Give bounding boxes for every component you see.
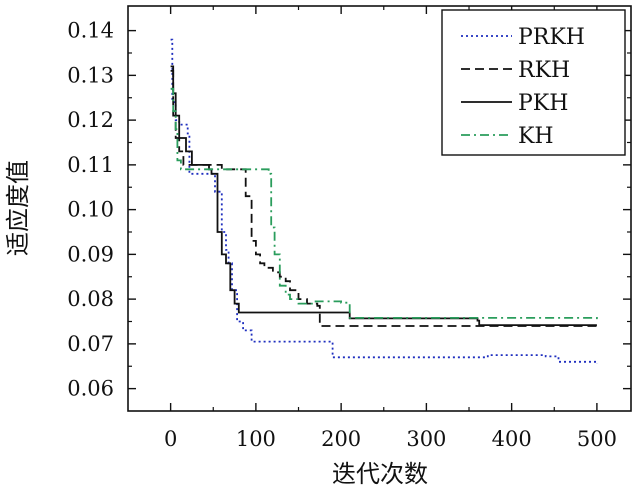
y-tick-label: 0.12 [67, 108, 114, 132]
legend-box [441, 9, 626, 156]
y-axis-title: 适应度值 [4, 160, 32, 256]
x-tick-label: 200 [321, 427, 361, 451]
y-tick-label: 0.11 [67, 153, 114, 177]
x-tick-label: 400 [492, 427, 532, 451]
x-tick-label: 100 [236, 427, 276, 451]
plot-frame [127, 5, 632, 412]
legend-label-kh: KH [518, 124, 554, 149]
series-line-rkh [170, 70, 597, 327]
x-tick-label: 0 [164, 427, 177, 451]
y-tick-label: 0.08 [67, 287, 114, 311]
y-tick-label: 0.09 [67, 242, 114, 266]
series-line-kh [170, 87, 598, 320]
y-tick-label: 0.13 [67, 63, 114, 87]
x-axis-title: 迭代次数 [332, 460, 428, 488]
y-tick-label: 0.14 [67, 19, 114, 43]
legend-label-rkh: RKH [518, 58, 570, 83]
y-tick-label: 0.07 [67, 332, 114, 356]
series-layer [170, 38, 598, 364]
x-tick-label: 500 [577, 427, 617, 451]
y-axis-ticks: 0.06 0.07 0.08 0.09 0.10 0.11 0.12 0.13 0.14 [67, 19, 631, 401]
series-line-prkh [170, 38, 598, 364]
y-tick-label: 0.10 [67, 198, 114, 222]
y-tick-label: 0.06 [67, 377, 114, 401]
x-tick-label: 300 [406, 427, 446, 451]
x-axis-ticks: 0 100 200 300 400 500 [164, 6, 617, 451]
legend: PRKH RKH PKH KH [441, 9, 626, 156]
legend-label-prkh: PRKH [518, 25, 585, 50]
legend-label-pkh: PKH [518, 91, 568, 116]
